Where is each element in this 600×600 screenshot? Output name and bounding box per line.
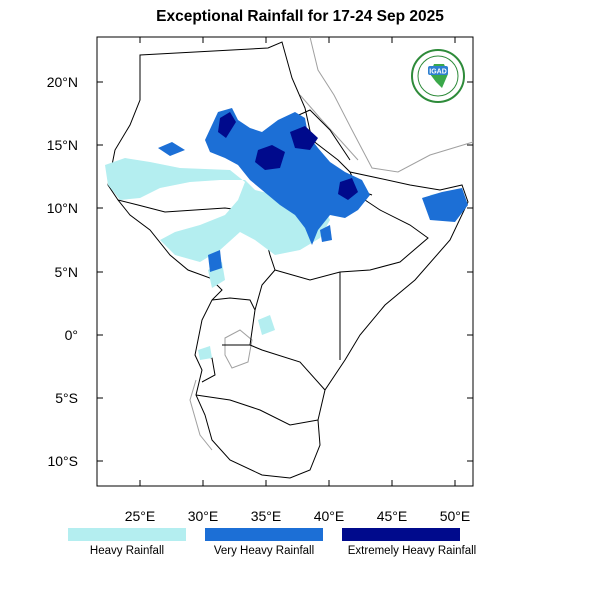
map-frame [96,36,474,487]
logo-text: IGAD [429,69,447,76]
lon-label: 25°E [125,508,156,524]
context-boundaries [189,36,474,451]
legend-swatch-heavy [68,528,186,541]
extremely-heavy-rainfall-areas [218,112,358,200]
lat-label: 10°S [47,453,78,469]
lat-label: 15°N [47,137,78,153]
legend-label-heavy: Heavy Rainfall [89,545,165,557]
lat-label: 10°N [47,200,78,216]
lon-label: 35°E [251,508,282,524]
country-boundaries [107,41,469,479]
lat-label: 5°S [55,390,78,406]
lon-label: 40°E [314,508,345,524]
lat-label: 5°N [55,264,79,280]
map-title: Exceptional Rainfall for 17-24 Sep 2025 [156,8,444,25]
legend-label-extremely-heavy: Extremely Heavy Rainfall [347,545,477,557]
lat-label: 0° [65,327,78,343]
lon-label: 30°E [188,508,219,524]
axis-ticks [97,37,473,486]
igad-logo: IGAD [411,49,465,103]
legend-label-very-heavy: Very Heavy Rainfall [213,545,315,557]
very-heavy-rainfall-areas [158,108,468,272]
legend-swatch-extremely-heavy [342,528,460,541]
legend-swatch-very-heavy [205,528,323,541]
lon-label: 50°E [440,508,471,524]
lat-label: 20°N [47,74,78,90]
lon-label: 45°E [377,508,408,524]
